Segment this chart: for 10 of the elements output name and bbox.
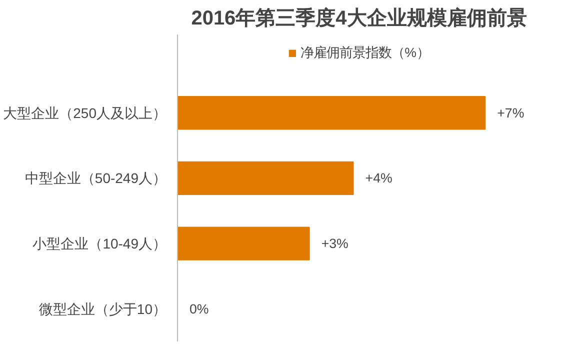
y-tick-label: 微型企业（少于10）: [38, 300, 167, 317]
y-tick-label: 中型企业（50-249人）: [24, 170, 166, 186]
chart-title: 2016年第三季度4大企业规模雇佣前景: [191, 6, 527, 30]
legend-label: 净雇佣前景指数（%）: [300, 44, 430, 62]
y-tick-label: 小型企业（10-49人）: [32, 236, 167, 252]
data-label: 0%: [190, 301, 209, 316]
y-tick-label: 大型企业（250人及以上）: [3, 104, 166, 121]
data-label: +3%: [321, 236, 349, 252]
data-label: +7%: [497, 105, 524, 120]
data-label: +4%: [365, 170, 392, 186]
